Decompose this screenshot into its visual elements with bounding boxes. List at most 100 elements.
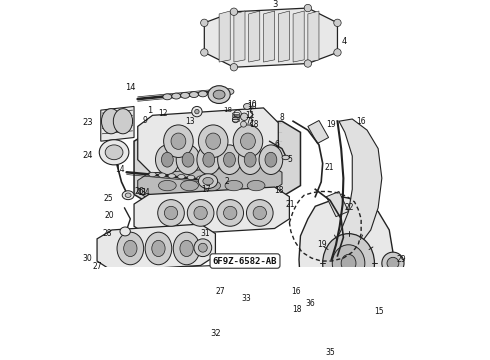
Text: 11: 11 bbox=[245, 111, 254, 120]
Ellipse shape bbox=[172, 93, 181, 99]
Ellipse shape bbox=[206, 177, 214, 181]
Ellipse shape bbox=[192, 107, 202, 117]
Ellipse shape bbox=[207, 90, 216, 96]
Text: 34: 34 bbox=[140, 189, 150, 198]
Ellipse shape bbox=[287, 342, 293, 347]
Polygon shape bbox=[134, 187, 290, 236]
Text: 29: 29 bbox=[396, 255, 406, 264]
Text: 1: 1 bbox=[147, 105, 152, 114]
Ellipse shape bbox=[223, 206, 237, 220]
Text: 28: 28 bbox=[102, 229, 112, 238]
Ellipse shape bbox=[163, 94, 172, 100]
Ellipse shape bbox=[233, 125, 263, 157]
Ellipse shape bbox=[268, 354, 274, 360]
Ellipse shape bbox=[152, 278, 166, 285]
Ellipse shape bbox=[244, 152, 256, 167]
Polygon shape bbox=[219, 11, 230, 62]
Ellipse shape bbox=[246, 200, 273, 226]
Ellipse shape bbox=[225, 89, 234, 95]
Text: 12: 12 bbox=[158, 109, 167, 118]
Ellipse shape bbox=[181, 180, 198, 191]
Text: 10: 10 bbox=[247, 102, 257, 111]
Ellipse shape bbox=[139, 298, 152, 305]
Ellipse shape bbox=[329, 312, 346, 333]
Ellipse shape bbox=[198, 174, 218, 189]
Ellipse shape bbox=[198, 125, 228, 157]
Polygon shape bbox=[234, 11, 245, 62]
Text: 24: 24 bbox=[83, 152, 94, 161]
Text: 21: 21 bbox=[286, 199, 295, 208]
Ellipse shape bbox=[213, 90, 225, 99]
Ellipse shape bbox=[203, 152, 215, 167]
Ellipse shape bbox=[120, 298, 133, 305]
Text: 3: 3 bbox=[272, 0, 277, 9]
Ellipse shape bbox=[241, 121, 246, 127]
Ellipse shape bbox=[178, 175, 185, 179]
Polygon shape bbox=[299, 197, 393, 310]
Ellipse shape bbox=[181, 93, 190, 98]
Polygon shape bbox=[138, 108, 278, 175]
Ellipse shape bbox=[158, 200, 184, 226]
Text: 10: 10 bbox=[247, 100, 257, 109]
Ellipse shape bbox=[304, 4, 312, 12]
Ellipse shape bbox=[321, 304, 354, 341]
Text: 19: 19 bbox=[326, 121, 336, 130]
Polygon shape bbox=[134, 121, 300, 206]
Text: 18: 18 bbox=[223, 107, 232, 113]
Text: 18: 18 bbox=[249, 121, 259, 130]
Polygon shape bbox=[204, 8, 338, 67]
Ellipse shape bbox=[125, 193, 131, 197]
Ellipse shape bbox=[122, 191, 134, 200]
Ellipse shape bbox=[241, 133, 255, 149]
Ellipse shape bbox=[230, 63, 238, 71]
Ellipse shape bbox=[168, 174, 175, 178]
Ellipse shape bbox=[168, 309, 174, 314]
Ellipse shape bbox=[198, 91, 207, 97]
Polygon shape bbox=[293, 11, 304, 62]
Ellipse shape bbox=[157, 298, 171, 305]
Text: 14: 14 bbox=[125, 84, 136, 93]
Ellipse shape bbox=[232, 117, 238, 123]
Polygon shape bbox=[334, 119, 382, 256]
Text: 17: 17 bbox=[201, 185, 211, 194]
Ellipse shape bbox=[120, 227, 130, 236]
Ellipse shape bbox=[282, 155, 290, 160]
Text: 20: 20 bbox=[104, 211, 114, 220]
Text: 25: 25 bbox=[103, 194, 113, 203]
Ellipse shape bbox=[225, 180, 243, 191]
Text: 27: 27 bbox=[93, 262, 102, 271]
Ellipse shape bbox=[176, 145, 200, 175]
Ellipse shape bbox=[175, 298, 189, 305]
Ellipse shape bbox=[169, 278, 182, 285]
Ellipse shape bbox=[123, 240, 137, 257]
Ellipse shape bbox=[105, 145, 123, 160]
Text: 4: 4 bbox=[341, 37, 346, 46]
Ellipse shape bbox=[173, 232, 200, 265]
Ellipse shape bbox=[164, 125, 193, 157]
Ellipse shape bbox=[203, 180, 220, 191]
Ellipse shape bbox=[187, 200, 214, 226]
Ellipse shape bbox=[217, 200, 244, 226]
Polygon shape bbox=[249, 11, 260, 62]
Ellipse shape bbox=[136, 278, 149, 285]
Ellipse shape bbox=[149, 172, 156, 177]
Ellipse shape bbox=[187, 175, 195, 180]
Ellipse shape bbox=[230, 8, 238, 15]
Ellipse shape bbox=[304, 60, 312, 67]
Ellipse shape bbox=[145, 232, 172, 265]
Text: 19: 19 bbox=[317, 240, 326, 249]
Ellipse shape bbox=[185, 278, 198, 285]
Ellipse shape bbox=[113, 109, 133, 134]
Text: 2: 2 bbox=[224, 177, 229, 186]
Text: 11: 11 bbox=[137, 189, 147, 198]
Ellipse shape bbox=[332, 245, 365, 282]
Text: 27: 27 bbox=[216, 287, 225, 296]
Ellipse shape bbox=[164, 206, 178, 220]
Ellipse shape bbox=[120, 278, 133, 285]
Ellipse shape bbox=[334, 49, 341, 56]
Polygon shape bbox=[142, 305, 290, 360]
Ellipse shape bbox=[293, 296, 305, 308]
Text: 15: 15 bbox=[374, 307, 384, 316]
Ellipse shape bbox=[182, 152, 194, 167]
Text: 8: 8 bbox=[280, 113, 285, 122]
